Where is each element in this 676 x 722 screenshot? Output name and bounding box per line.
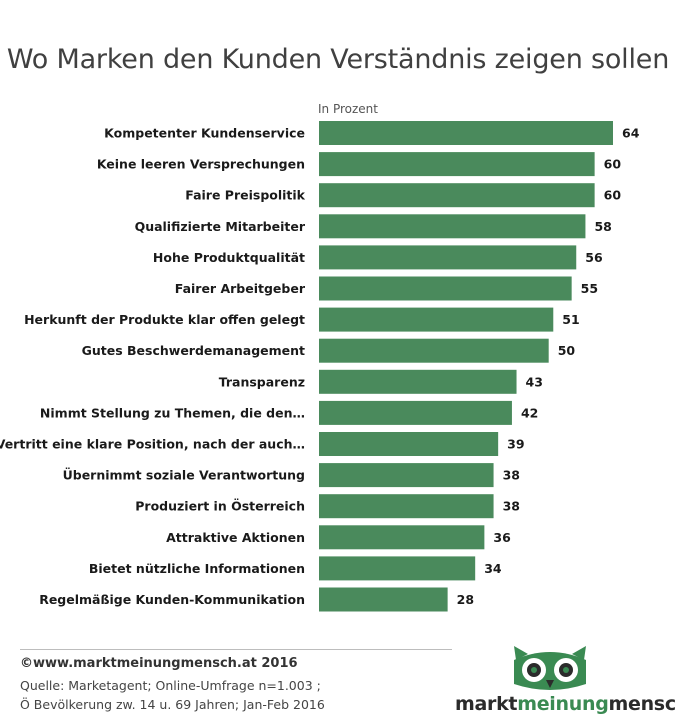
value-label: 42 (521, 405, 538, 420)
category-label: Nimmt Stellung zu Themen, die den… (40, 405, 305, 420)
value-label: 38 (503, 468, 520, 483)
bar-chart: In Prozent Kompetenter Kundenservice 64 Kei… (0, 102, 640, 612)
value-label: 58 (594, 219, 611, 234)
value-label: 60 (604, 157, 622, 172)
owl-logo-icon (514, 646, 586, 690)
value-label: 60 (604, 188, 622, 203)
source-text-line2: Ö Bevölkerung zw. 14 u. 69 Jahren; Jan-F… (20, 697, 325, 712)
bar (319, 183, 595, 208)
bar (319, 587, 448, 612)
bar (319, 369, 517, 394)
bar (319, 556, 476, 581)
category-label: Hohe Produktqualität (153, 250, 305, 265)
value-label: 55 (581, 281, 598, 296)
unit-label: In Prozent (318, 102, 378, 116)
logo-text-part2: meinung (517, 693, 609, 715)
bar (319, 121, 613, 145)
bar (319, 214, 586, 239)
source-text-line1: Quelle: Marketagent; Online-Umfrage n=1.… (20, 678, 321, 693)
bar (319, 307, 554, 332)
category-label: Faire Preispolitik (185, 188, 305, 203)
bar (319, 245, 577, 270)
category-label: Regelmäßige Kunden-Kommunikation (39, 592, 305, 607)
bar (319, 400, 512, 425)
bar (319, 152, 595, 177)
category-label: Keine leeren Versprechungen (97, 157, 305, 172)
value-label: 28 (457, 592, 474, 607)
bar (319, 463, 494, 488)
bar (319, 525, 485, 550)
category-label: Bietet nützliche Informationen (89, 561, 305, 576)
bar (319, 494, 494, 519)
value-label: 50 (558, 343, 576, 358)
value-label: 56 (585, 250, 603, 265)
value-label: 38 (503, 499, 520, 514)
category-label: Fairer Arbeitgeber (175, 281, 306, 296)
bars-layer: In Prozent Kompetenter Kundenservice 64 Kei… (0, 102, 640, 612)
brand-logo-text: marktmeinungmensch (455, 693, 676, 715)
category-label: Transparenz (219, 374, 305, 389)
value-label: 64 (622, 126, 640, 141)
category-label: Vertritt eine klare Position, nach der a… (0, 437, 305, 452)
value-label: 43 (526, 374, 543, 389)
category-label: Herkunft der Produkte klar offen gelegt (24, 312, 305, 327)
value-label: 51 (562, 312, 579, 327)
category-label: Attraktive Aktionen (166, 530, 305, 545)
chart-title: Wo Marken den Kunden Verständnis zeigen … (6, 44, 670, 75)
category-label: Produziert in Österreich (135, 499, 305, 514)
footer-divider (20, 649, 452, 650)
category-label: Gutes Beschwerdemanagement (82, 343, 305, 358)
logo-text-part1: markt (455, 693, 518, 715)
value-label: 39 (507, 437, 524, 452)
bar (319, 276, 572, 301)
value-label: 36 (493, 530, 511, 545)
bar (319, 432, 499, 456)
category-label: Übernimmt soziale Verantwortung (63, 468, 305, 483)
copyright-text: ©www.marktmeinungmensch.at 2016 (20, 656, 298, 671)
logo-text-part3: mensch (608, 693, 676, 715)
category-label: Kompetenter Kundenservice (104, 126, 305, 141)
bar (319, 338, 549, 363)
category-label: Qualifizierte Mitarbeiter (135, 219, 306, 234)
value-label: 34 (484, 561, 502, 576)
